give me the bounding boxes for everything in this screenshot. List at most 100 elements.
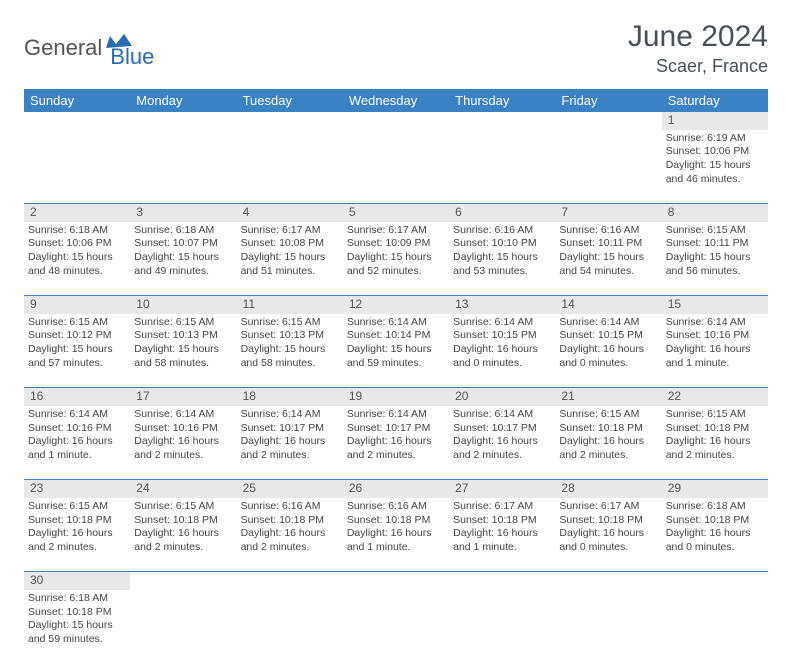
day-info-line: Sunset: 10:16 PM [666, 329, 764, 343]
day-info-line: Sunset: 10:18 PM [666, 422, 764, 436]
day-number: 28 [555, 480, 661, 498]
day-info-line: and 58 minutes. [241, 357, 339, 371]
day-info-line: Daylight: 16 hours [347, 527, 445, 541]
logo-text-blue: Blue [110, 44, 154, 70]
day-info-line: Daylight: 15 hours [28, 251, 126, 265]
day-cell [555, 130, 661, 204]
day-info-line: Daylight: 16 hours [134, 435, 232, 449]
day-info-line: Sunset: 10:10 PM [453, 237, 551, 251]
day-info-line: Sunrise: 6:14 AM [28, 408, 126, 422]
daynum-row: 23242526272829 [24, 480, 768, 498]
title-block: June 2024 Scaer, France [628, 20, 768, 77]
day-info-line: Sunset: 10:17 PM [347, 422, 445, 436]
day-info-line: Sunset: 10:06 PM [28, 237, 126, 251]
day-info-line: Sunset: 10:16 PM [28, 422, 126, 436]
day-info-line: Daylight: 16 hours [666, 435, 764, 449]
header: General Blue June 2024 Scaer, France [24, 20, 768, 77]
day-info-line: Sunset: 10:11 PM [559, 237, 657, 251]
day-info-line: Daylight: 15 hours [347, 343, 445, 357]
day-cell: Sunrise: 6:14 AMSunset: 10:16 PMDaylight… [662, 314, 768, 388]
day-cell: Sunrise: 6:18 AMSunset: 10:07 PMDaylight… [130, 222, 236, 296]
day-number: 13 [449, 296, 555, 314]
day-info-line: Sunrise: 6:14 AM [241, 408, 339, 422]
day-info-line: Sunset: 10:15 PM [559, 329, 657, 343]
day-info-line: and 2 minutes. [134, 541, 232, 555]
day-cell [24, 130, 130, 204]
day-cell: Sunrise: 6:17 AMSunset: 10:08 PMDaylight… [237, 222, 343, 296]
day-info-line: Sunrise: 6:18 AM [28, 224, 126, 238]
day-content-row: Sunrise: 6:18 AMSunset: 10:18 PMDaylight… [24, 590, 768, 664]
day-info-line: Sunset: 10:11 PM [666, 237, 764, 251]
day-number [449, 572, 555, 590]
day-info-line: Sunset: 10:13 PM [241, 329, 339, 343]
day-cell: Sunrise: 6:14 AMSunset: 10:17 PMDaylight… [343, 406, 449, 480]
day-info-line: Sunrise: 6:15 AM [28, 316, 126, 330]
day-number [555, 112, 661, 130]
day-info-line: and 0 minutes. [666, 541, 764, 555]
day-info-line: and 2 minutes. [666, 449, 764, 463]
day-info-line: Daylight: 15 hours [453, 251, 551, 265]
day-cell: Sunrise: 6:14 AMSunset: 10:15 PMDaylight… [449, 314, 555, 388]
day-number: 6 [449, 204, 555, 222]
day-content-row: Sunrise: 6:18 AMSunset: 10:06 PMDaylight… [24, 222, 768, 296]
day-info-line: Sunrise: 6:15 AM [28, 500, 126, 514]
day-info-line: Daylight: 16 hours [453, 435, 551, 449]
day-cell: Sunrise: 6:15 AMSunset: 10:13 PMDaylight… [130, 314, 236, 388]
day-info-line: Sunset: 10:18 PM [241, 514, 339, 528]
day-cell: Sunrise: 6:18 AMSunset: 10:06 PMDaylight… [24, 222, 130, 296]
day-number [130, 112, 236, 130]
day-number: 23 [24, 480, 130, 498]
day-info-line: Sunrise: 6:16 AM [453, 224, 551, 238]
day-cell: Sunrise: 6:15 AMSunset: 10:18 PMDaylight… [662, 406, 768, 480]
day-info-line: Daylight: 15 hours [241, 251, 339, 265]
day-number: 20 [449, 388, 555, 406]
daynum-row: 16171819202122 [24, 388, 768, 406]
day-info-line: Sunrise: 6:14 AM [453, 408, 551, 422]
day-content-row: Sunrise: 6:14 AMSunset: 10:16 PMDaylight… [24, 406, 768, 480]
day-info-line: Sunset: 10:12 PM [28, 329, 126, 343]
day-info-line: and 2 minutes. [134, 449, 232, 463]
day-cell [449, 590, 555, 664]
day-number: 18 [237, 388, 343, 406]
day-info-line: and 52 minutes. [347, 265, 445, 279]
day-info-line: Daylight: 16 hours [666, 527, 764, 541]
day-info-line: Daylight: 16 hours [559, 343, 657, 357]
month-title: June 2024 [628, 20, 768, 54]
weekday-header: Saturday [662, 89, 768, 112]
day-info-line: Sunset: 10:08 PM [241, 237, 339, 251]
day-number: 11 [237, 296, 343, 314]
day-info-line: Sunrise: 6:15 AM [666, 408, 764, 422]
day-number [555, 572, 661, 590]
day-number [130, 572, 236, 590]
day-info-line: Sunset: 10:06 PM [666, 145, 764, 159]
day-number [24, 112, 130, 130]
day-cell [237, 590, 343, 664]
day-number: 17 [130, 388, 236, 406]
day-info-line: and 57 minutes. [28, 357, 126, 371]
day-number: 26 [343, 480, 449, 498]
day-info-line: Sunrise: 6:18 AM [134, 224, 232, 238]
day-number [237, 112, 343, 130]
day-info-line: Sunrise: 6:14 AM [559, 316, 657, 330]
day-info-line: Daylight: 15 hours [28, 619, 126, 633]
day-cell [449, 130, 555, 204]
day-number: 10 [130, 296, 236, 314]
day-info-line: and 2 minutes. [241, 449, 339, 463]
location: Scaer, France [628, 56, 768, 77]
day-cell [662, 590, 768, 664]
day-info-line: Daylight: 16 hours [347, 435, 445, 449]
day-info-line: and 2 minutes. [241, 541, 339, 555]
day-info-line: Daylight: 15 hours [666, 251, 764, 265]
day-info-line: and 2 minutes. [453, 449, 551, 463]
day-cell [555, 590, 661, 664]
day-info-line: Daylight: 16 hours [666, 343, 764, 357]
day-number: 27 [449, 480, 555, 498]
day-info-line: Daylight: 15 hours [134, 251, 232, 265]
day-info-line: Sunset: 10:15 PM [453, 329, 551, 343]
daynum-row: 30 [24, 572, 768, 590]
day-info-line: Sunrise: 6:17 AM [453, 500, 551, 514]
logo: General Blue [24, 26, 154, 70]
daynum-row: 9101112131415 [24, 296, 768, 314]
day-info-line: Sunrise: 6:15 AM [241, 316, 339, 330]
day-number: 1 [662, 112, 768, 130]
